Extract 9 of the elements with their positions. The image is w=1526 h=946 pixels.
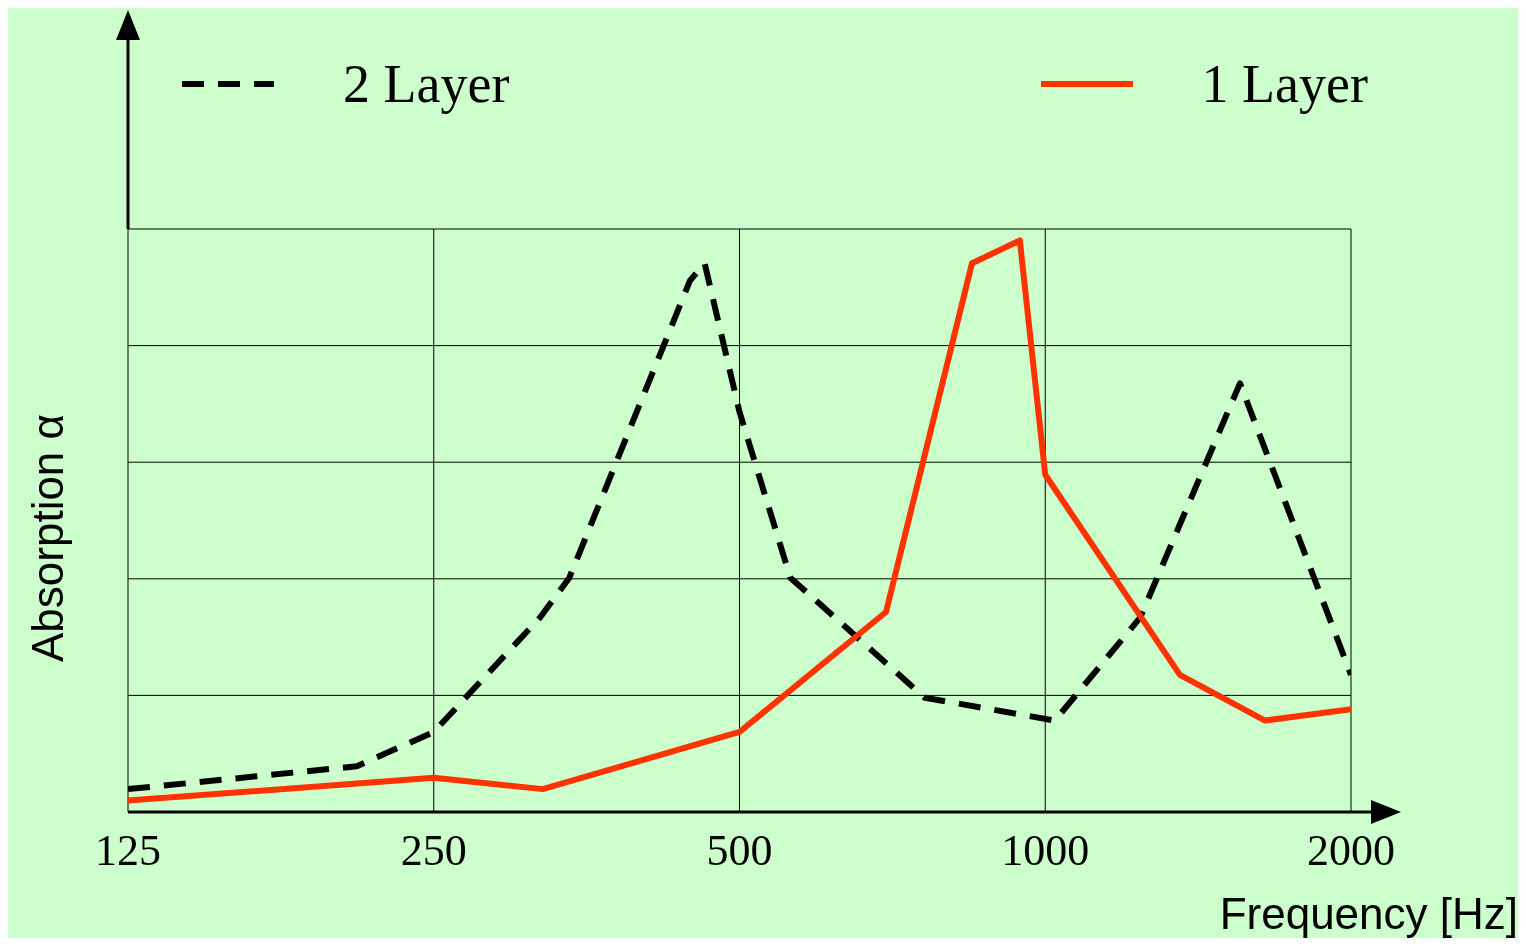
x-axis-title: Frequency [Hz] [1219, 888, 1518, 938]
legend-label: 1 Layer [1201, 53, 1368, 115]
y-axis-title: Absorption α [23, 413, 73, 663]
x-tick-label: 250 [400, 826, 467, 876]
x-tick-label: 1000 [1001, 826, 1090, 876]
x-tick-label: 125 [95, 826, 161, 876]
x-tick-label: 500 [706, 826, 773, 876]
legend-label: 2 Layer [343, 53, 510, 115]
x-tick-label: 2000 [1307, 826, 1395, 876]
